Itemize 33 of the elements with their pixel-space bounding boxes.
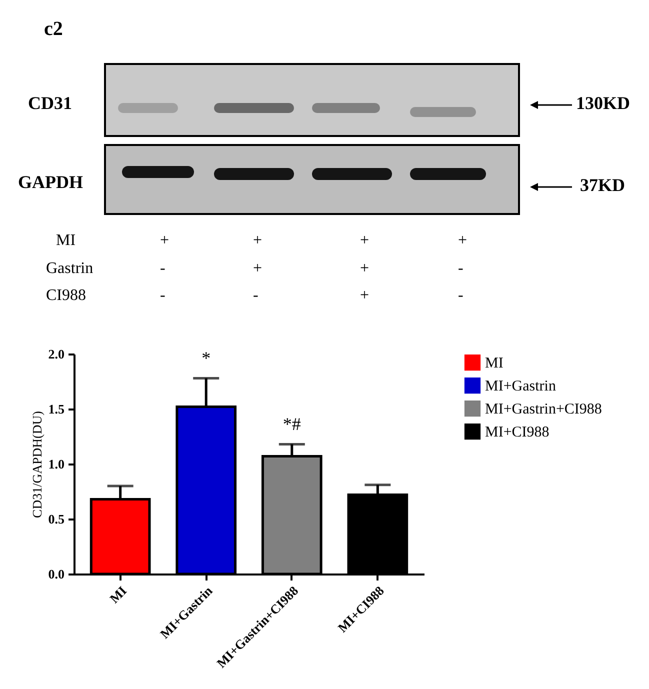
y-tick-label: 1.5 — [48, 402, 65, 416]
legend-label: MI+Gastrin — [485, 378, 556, 394]
text: - — [253, 287, 258, 305]
text: + — [360, 232, 370, 250]
text: + — [160, 232, 170, 250]
y-axis-title: CD31/GAPDH(DU) — [29, 411, 44, 518]
legend-label: MI — [485, 356, 504, 372]
y-tick-label: 0.5 — [48, 512, 65, 526]
text: + — [360, 260, 370, 278]
y-tick-label: 0.0 — [48, 566, 64, 582]
text: - — [458, 287, 464, 305]
text: + — [253, 232, 262, 250]
y-tick-label: 2.0 — [48, 346, 64, 362]
text: Gastrin — [46, 260, 94, 278]
legend-label: MI+Gastrin+CI988 — [485, 402, 602, 418]
text: 37KD — [580, 175, 625, 196]
text: + — [253, 260, 262, 278]
text: MI — [56, 232, 76, 250]
text: + — [360, 287, 370, 305]
text: - — [160, 287, 166, 305]
text: CI988 — [46, 287, 86, 305]
text: - — [458, 260, 464, 278]
text: GAPDH — [18, 172, 83, 193]
text: CD31 — [28, 93, 72, 114]
x-tick-label: MI — [106, 583, 130, 606]
y-tick-label: 1.0 — [48, 456, 64, 472]
text: 130KD — [576, 93, 630, 114]
text: - — [160, 260, 166, 278]
text: + — [458, 232, 468, 250]
legend-label: MI+CI988 — [485, 424, 550, 440]
annotation: *# — [282, 414, 301, 434]
annotation: * — [202, 348, 211, 368]
text: c2 — [44, 18, 63, 41]
